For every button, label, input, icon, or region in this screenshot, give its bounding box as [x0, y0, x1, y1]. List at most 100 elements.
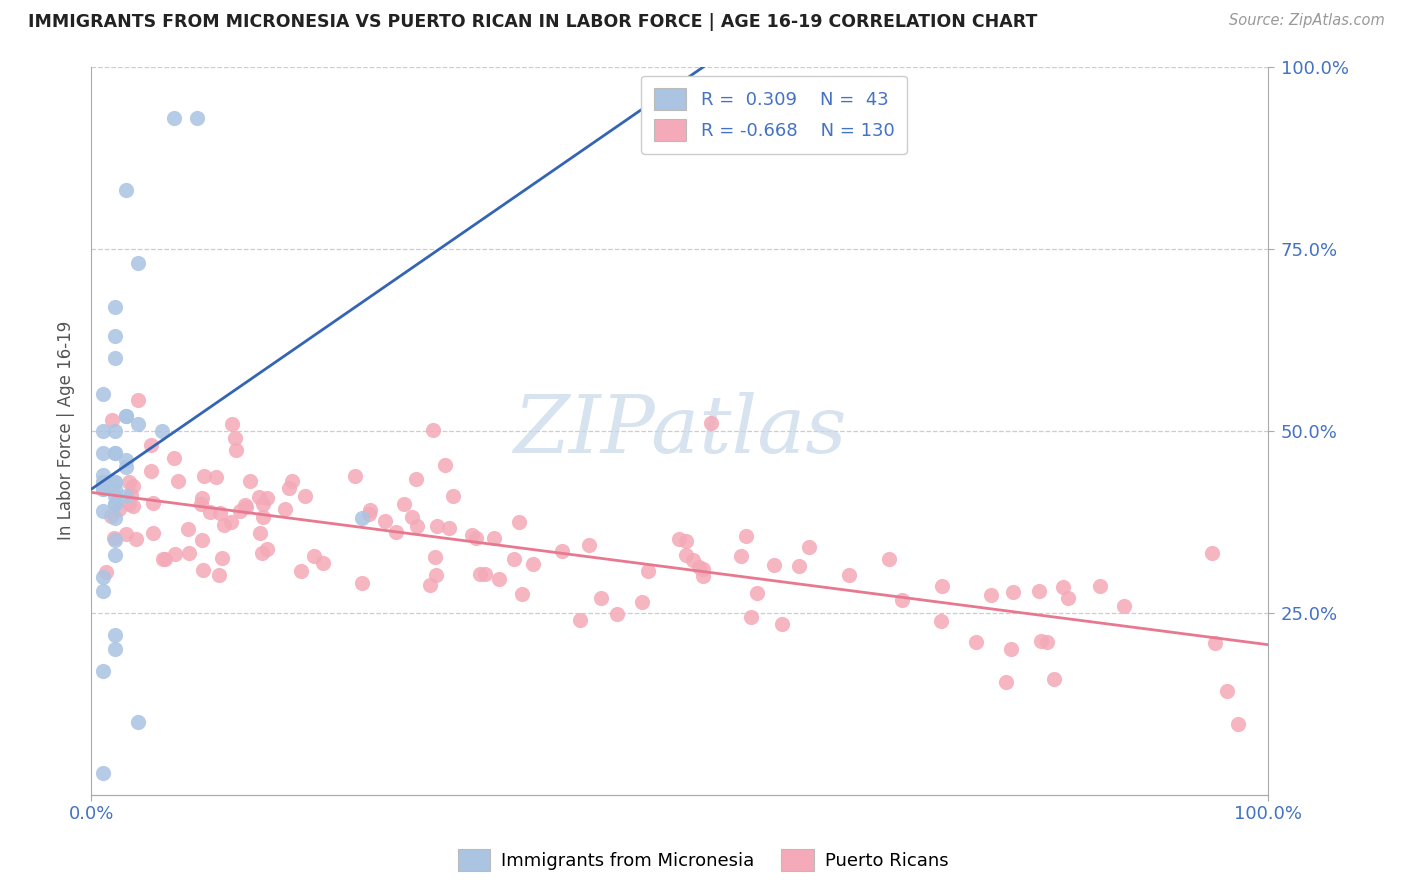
Point [115, 183, 138, 197]
Point [359, 502, 381, 516]
Point [1042, 672, 1064, 686]
Point [1204, 636, 1226, 650]
Point [569, 613, 592, 627]
Point [235, 500, 257, 514]
Point [91, 569, 114, 583]
Point [426, 519, 449, 533]
Point [239, 475, 262, 489]
Point [877, 552, 900, 566]
Point [117, 475, 139, 489]
Point [437, 521, 460, 535]
Point [772, 617, 794, 632]
Point [91, 766, 114, 780]
Point [167, 474, 190, 488]
Point [589, 591, 612, 605]
Point [419, 577, 441, 591]
Point [550, 543, 572, 558]
Point [117, 497, 139, 511]
Point [96, 565, 118, 579]
Point [247, 490, 270, 504]
Point [425, 568, 447, 582]
Point [108, 502, 131, 516]
Point [578, 538, 600, 552]
Point [153, 552, 176, 566]
Point [225, 443, 247, 458]
Point [274, 501, 297, 516]
Point [211, 551, 233, 566]
Point [104, 497, 127, 511]
Point [1001, 585, 1024, 599]
Point [474, 566, 496, 581]
Text: Source: ZipAtlas.com: Source: ZipAtlas.com [1229, 13, 1385, 29]
Point [91, 504, 114, 518]
Point [104, 445, 127, 459]
Point [682, 553, 704, 567]
Point [150, 424, 173, 438]
Point [668, 532, 690, 546]
Text: ZIPatlas: ZIPatlas [513, 392, 846, 469]
Point [675, 548, 697, 562]
Point [1226, 716, 1249, 731]
Point [302, 549, 325, 563]
Point [433, 458, 456, 472]
Point [139, 438, 162, 452]
Point [929, 614, 952, 628]
Point [103, 532, 125, 546]
Point [127, 256, 149, 270]
Point [104, 424, 127, 438]
Point [104, 482, 127, 496]
Point [115, 409, 138, 424]
Point [200, 505, 222, 519]
Point [204, 470, 226, 484]
Point [163, 451, 186, 466]
Point [104, 445, 127, 459]
Point [290, 564, 312, 578]
Point [127, 715, 149, 730]
Legend: Immigrants from Micronesia, Puerto Ricans: Immigrants from Micronesia, Puerto Rican… [450, 842, 956, 879]
Point [104, 300, 127, 314]
Point [104, 489, 127, 503]
Point [392, 497, 415, 511]
Point [385, 524, 408, 539]
Point [1029, 634, 1052, 648]
Point [91, 664, 114, 678]
Point [100, 508, 122, 523]
Point [312, 557, 335, 571]
Point [115, 453, 138, 467]
Point [104, 475, 127, 489]
Point [104, 642, 127, 657]
Point [1088, 579, 1111, 593]
Point [139, 464, 162, 478]
Point [637, 565, 659, 579]
Point [508, 516, 530, 530]
Point [799, 540, 821, 554]
Point [127, 393, 149, 408]
Point [208, 567, 231, 582]
Point [186, 111, 208, 125]
Point [891, 592, 914, 607]
Point [688, 560, 710, 574]
Point [190, 497, 212, 511]
Point [165, 547, 187, 561]
Point [190, 533, 212, 547]
Point [91, 584, 114, 599]
Point [700, 416, 723, 430]
Point [931, 579, 953, 593]
Point [256, 542, 278, 557]
Point [91, 475, 114, 489]
Point [441, 489, 464, 503]
Point [162, 111, 184, 125]
Point [224, 431, 246, 445]
Point [252, 510, 274, 524]
Point [745, 586, 768, 600]
Point [104, 329, 127, 343]
Point [401, 510, 423, 524]
Point [91, 445, 114, 459]
Point [606, 607, 628, 622]
Point [104, 628, 127, 642]
Point [1056, 591, 1078, 606]
Point [995, 675, 1018, 690]
Point [208, 506, 231, 520]
Point [252, 497, 274, 511]
Point [221, 417, 243, 432]
